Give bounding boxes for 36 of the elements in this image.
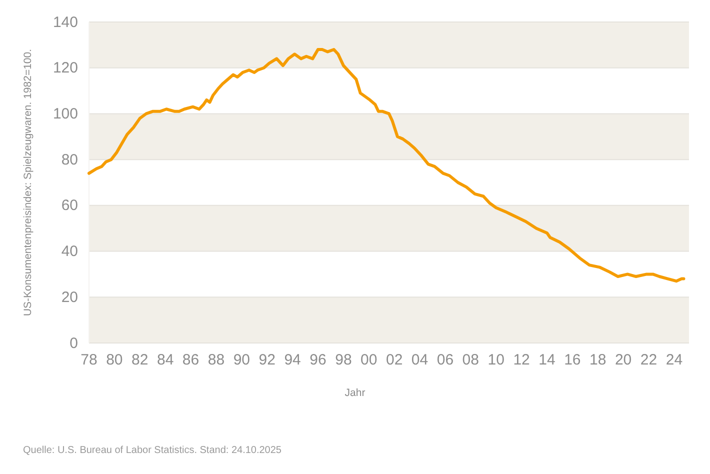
y-axis-title: US-Konsumentenpreisindex: Spielzeugwaren. 1982=100. — [22, 48, 34, 316]
x-tick-label: 24 — [666, 352, 683, 369]
x-tick-label: 20 — [614, 352, 632, 369]
x-tick-label: 80 — [106, 352, 123, 369]
y-tick-label: 80 — [61, 151, 78, 168]
y-tick-label: 100 — [52, 106, 78, 123]
x-tick-label: 22 — [640, 352, 658, 369]
y-tick-label: 20 — [61, 288, 78, 306]
x-axis-title: Jahr — [344, 387, 366, 399]
x-tick-label: 86 — [182, 352, 200, 369]
x-tick-label: 08 — [462, 352, 479, 369]
y-tick-label: 60 — [61, 197, 78, 214]
x-tick-label: 84 — [156, 352, 174, 369]
x-tick-label: 02 — [386, 352, 403, 369]
x-tick-label: 82 — [132, 352, 148, 369]
x-tick-label: 10 — [488, 352, 504, 369]
x-tick-label: 00 — [360, 352, 378, 369]
y-tick-label: 40 — [61, 243, 78, 260]
x-tick-label: 14 — [538, 352, 556, 369]
y-tick-label: 0 — [70, 334, 78, 352]
x-tick-label: 88 — [208, 352, 225, 369]
x-tick-label: 90 — [233, 352, 250, 369]
x-tick-label: 98 — [335, 352, 352, 369]
x-tick-label: 06 — [436, 352, 454, 369]
x-tick-label: 96 — [310, 352, 326, 369]
y-tick-label: 120 — [52, 60, 78, 77]
x-tick-label: 92 — [258, 352, 276, 369]
x-tick-label: 94 — [284, 352, 301, 369]
x-tick-label: 16 — [564, 352, 581, 369]
x-tick-label: 04 — [411, 352, 428, 369]
x-tick-label: 18 — [590, 352, 606, 369]
x-tick-label: 78 — [80, 352, 98, 369]
y-tick-label: 140 — [52, 14, 78, 31]
line-series — [88, 48, 686, 283]
x-tick-label: 12 — [513, 352, 530, 369]
source-note: Quelle: U.S. Bureau of Labor Statistics. Stand: 24.10.2025 — [23, 445, 282, 456]
